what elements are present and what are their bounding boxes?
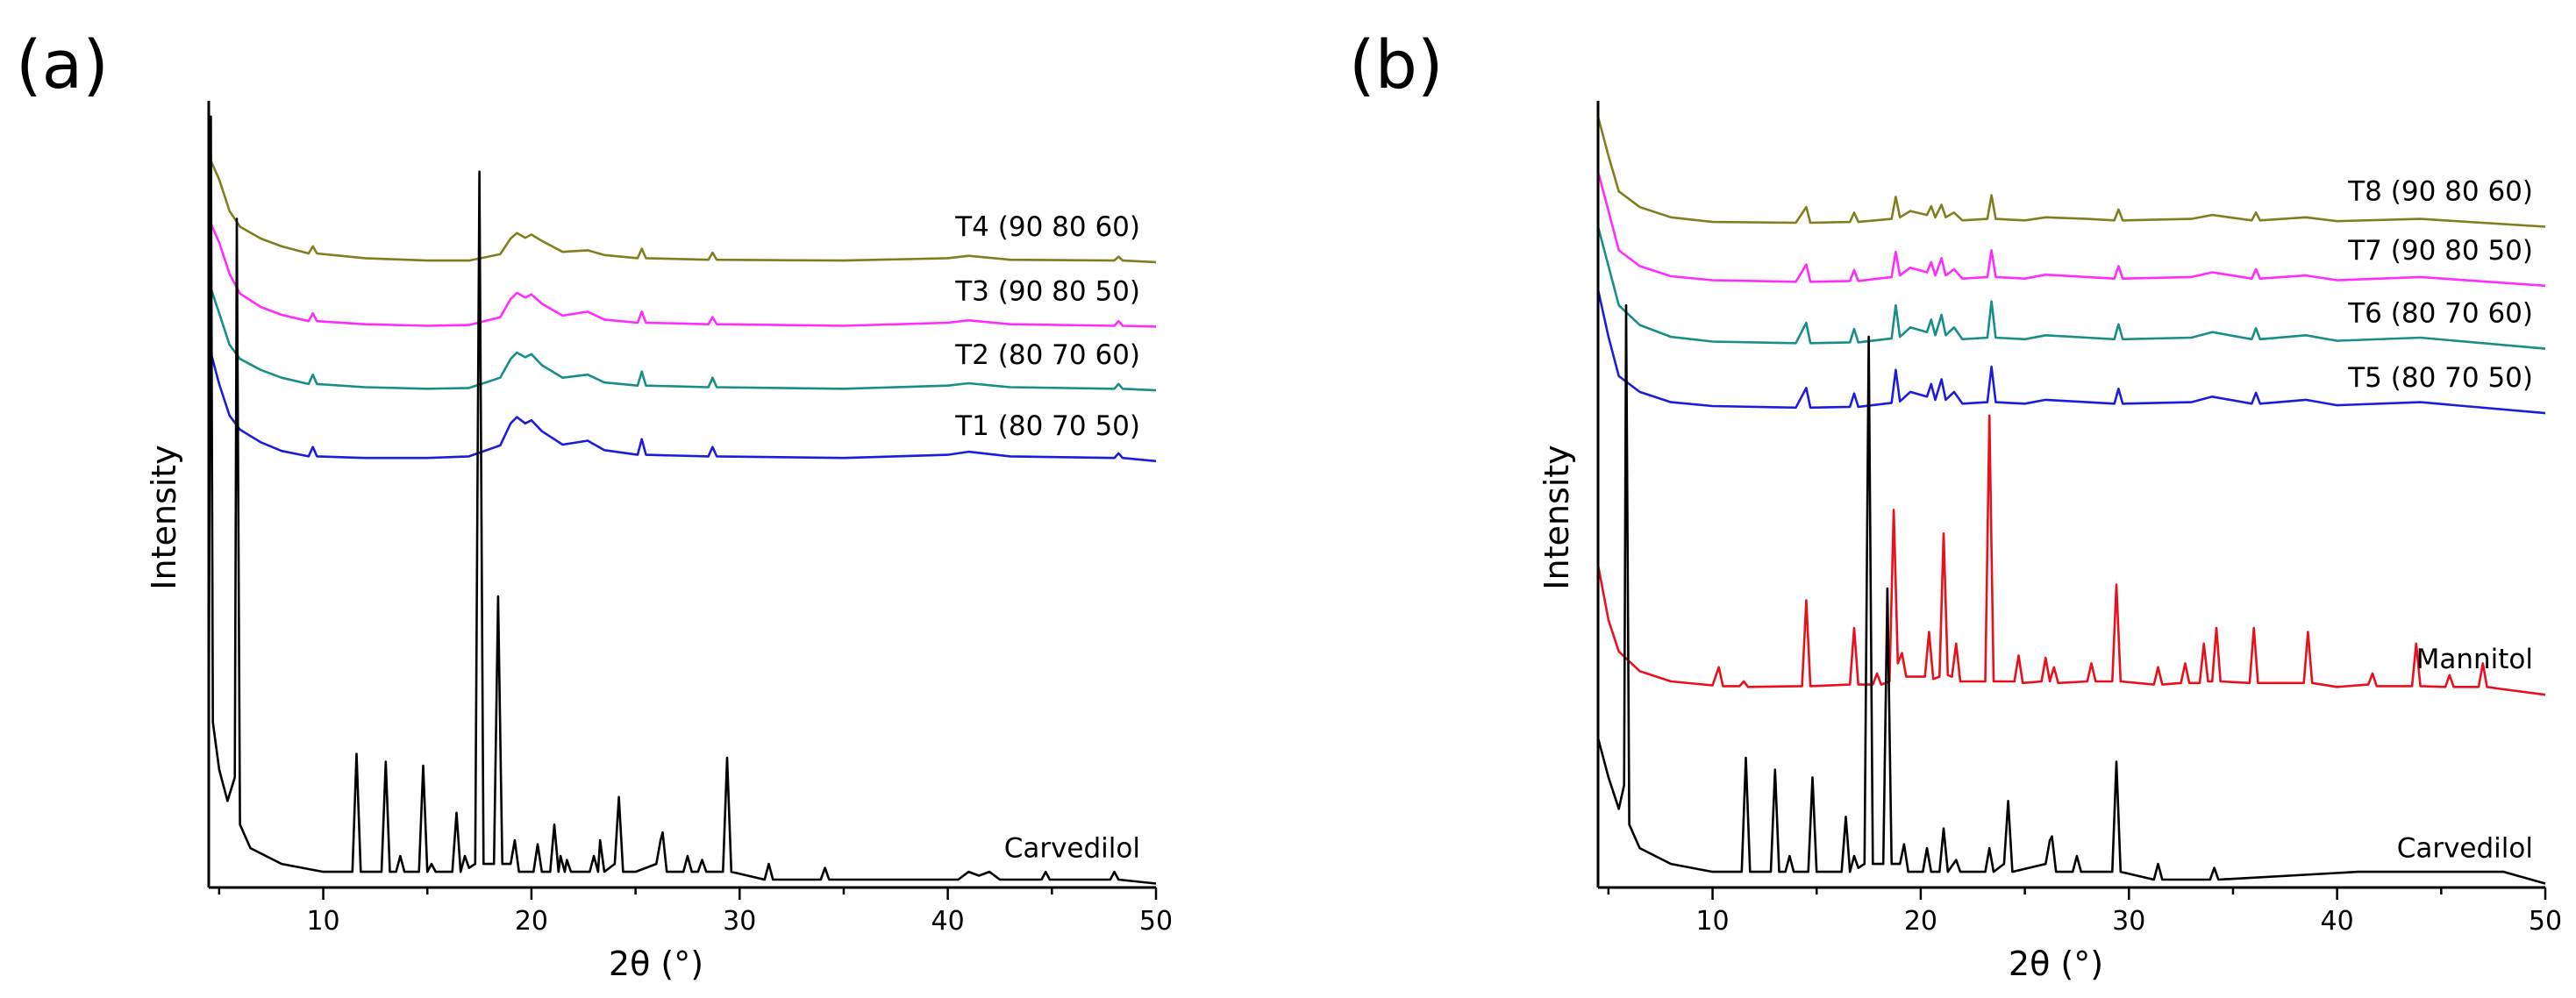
panel-b-traces [1596, 116, 2546, 885]
panel-a-x-tick-label-30: 30 [723, 906, 756, 937]
panel-a-trace-t3-90-80-50 [207, 218, 1157, 328]
panel-a-x-tick-label-10: 10 [306, 906, 339, 937]
panel-a-series-label-t1-80-70-50: T1 (80 70 50) [954, 410, 1140, 442]
panel-b-y-axis-title: Intensity [1538, 445, 1576, 589]
panel-b-series-labels: T8 (90 80 60) T7 (90 80 50) T6 (80 70 60) T… [2347, 176, 2533, 865]
panel-a-trace-t4-90-80-60 [207, 155, 1157, 264]
panel-b-trace-t5-80-70-50 [1596, 289, 2546, 415]
panel-a-label: (a) [16, 25, 109, 103]
panel-b-trace-carvedilol [1596, 303, 2546, 885]
panel-a-axes: 10 20 30 40 50 [207, 101, 1173, 937]
panel-b-trace-t6-80-70-60 [1596, 226, 2546, 350]
panel-a-x-tick-label-50: 50 [1139, 906, 1173, 937]
panel-a-series-label-t4-90-80-60: T4 (90 80 60) [954, 211, 1140, 243]
panel-a-x-tick-label-20: 20 [515, 906, 548, 937]
panel-a-trace-t1-80-70-50 [207, 344, 1157, 463]
panel-a: (a) Intensity 2θ (°) T4 (90 80 60) T3 (90… [16, 25, 1173, 983]
panel-a-series-label-carvedilol: Carvedilol [1004, 833, 1140, 865]
panel-b-series-label-mannitol: Mannitol [2416, 644, 2533, 675]
panel-a-series-label-t2-80-70-60: T2 (80 70 60) [954, 339, 1140, 371]
panel-a-series-labels: T4 (90 80 60) T3 (90 80 50) T2 (80 70 60) T… [954, 211, 1140, 865]
panel-a-traces [207, 115, 1157, 885]
panel-b-trace-mannitol [1596, 414, 2546, 696]
panel-b-axes: 10 20 30 40 50 [1596, 101, 2562, 937]
panel-b-trace-t7-90-80-50 [1596, 171, 2546, 288]
panel-a-x-axis-title: 2θ (°) [609, 945, 703, 983]
panel-a-series-label-t3-90-80-50: T3 (90 80 50) [954, 275, 1140, 307]
panel-b-x-tick-label-50: 50 [2529, 906, 2562, 937]
panel-b-series-label-t6-80-70-60: T6 (80 70 60) [2347, 298, 2533, 330]
panel-b-trace-t8-90-80-60 [1596, 116, 2546, 228]
panel-b-y-axis-title-text: Intensity [1538, 445, 1576, 589]
panel-b-x-axis-title: 2θ (°) [2009, 945, 2103, 983]
panel-a-y-axis-title: Intensity [145, 445, 183, 589]
panel-b-x-tick-label-30: 30 [2112, 906, 2145, 937]
panel-a-y-axis-title-text: Intensity [145, 445, 183, 589]
panel-b-series-label-carvedilol: Carvedilol [2397, 833, 2533, 865]
panel-b-x-tick-label-10: 10 [1695, 906, 1729, 937]
panel-b-series-label-t8-90-80-60: T8 (90 80 60) [2347, 176, 2533, 208]
panel-b-series-label-t7-90-80-50: T7 (90 80 50) [2347, 235, 2533, 267]
panel-a-trace-t2-80-70-60 [207, 281, 1157, 392]
panel-b: (b) Intensity 2θ (°) T8 (90 80 60) T7 (90… [1349, 25, 2562, 983]
panel-a-x-tick-label-40: 40 [931, 906, 965, 937]
panel-b-x-tick-label-40: 40 [2321, 906, 2354, 937]
panel-b-label: (b) [1349, 25, 1444, 103]
panel-a-trace-carvedilol [207, 115, 1157, 885]
panel-b-series-label-t5-80-70-50: T5 (80 70 50) [2347, 362, 2533, 394]
panel-b-x-tick-label-20: 20 [1904, 906, 1937, 937]
